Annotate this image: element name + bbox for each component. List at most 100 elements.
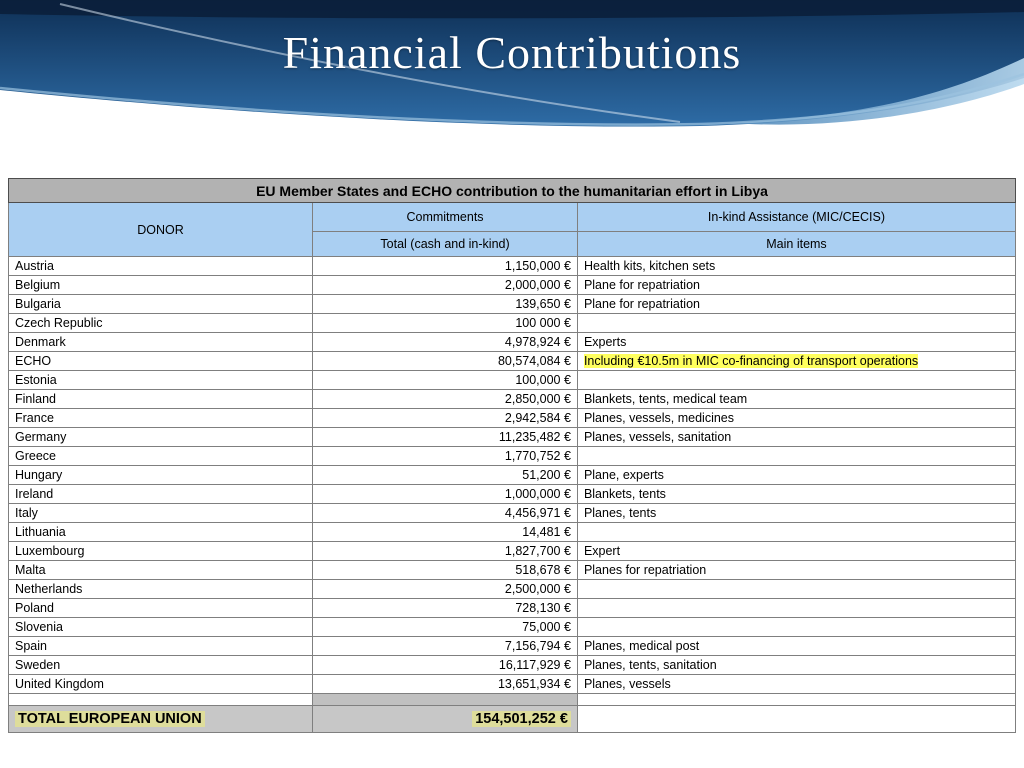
amount-cell: 1,150,000 € bbox=[312, 256, 578, 276]
amount-cell: 518,678 € bbox=[312, 560, 578, 580]
slide-header-band: Financial Contributions bbox=[0, 0, 1024, 170]
items-text: Planes, tents, sanitation bbox=[583, 658, 717, 672]
table-row: Lithuania 14,481 € bbox=[7, 522, 1017, 542]
donor-cell: Malta bbox=[7, 560, 314, 580]
items-cell bbox=[576, 522, 1017, 542]
items-cell: Experts bbox=[576, 332, 1017, 352]
donor-cell: Italy bbox=[7, 503, 314, 523]
donor-cell: Finland bbox=[7, 389, 314, 409]
inkind-subheader: Main items bbox=[576, 231, 1017, 257]
donor-cell: United Kingdom bbox=[7, 674, 314, 694]
amount-cell: 100,000 € bbox=[312, 370, 578, 390]
donor-cell: Spain bbox=[7, 636, 314, 656]
items-text: Planes, vessels, medicines bbox=[583, 411, 735, 425]
items-cell: Expert bbox=[576, 541, 1017, 561]
items-cell: Planes, tents, sanitation bbox=[576, 655, 1017, 675]
amount-cell: 4,456,971 € bbox=[312, 503, 578, 523]
slide-title: Financial Contributions bbox=[282, 27, 742, 78]
amount-cell: 1,770,752 € bbox=[312, 446, 578, 466]
donor-cell: Czech Republic bbox=[7, 313, 314, 333]
donor-cell: Estonia bbox=[7, 370, 314, 390]
donor-cell: Lithuania bbox=[7, 522, 314, 542]
items-text: Health kits, kitchen sets bbox=[583, 259, 716, 273]
commitments-column-header: Commitments bbox=[312, 202, 578, 232]
total-empty-cell bbox=[576, 705, 1017, 733]
total-value: 154,501,252 € bbox=[472, 711, 571, 727]
items-text: Expert bbox=[583, 544, 621, 558]
amount-cell: 2,850,000 € bbox=[312, 389, 578, 409]
items-text: Planes, medical post bbox=[583, 639, 700, 653]
amount-cell: 2,000,000 € bbox=[312, 275, 578, 295]
items-cell: Planes for repatriation bbox=[576, 560, 1017, 580]
items-cell bbox=[576, 313, 1017, 333]
table-row: Bulgaria 139,650 € Plane for repatriation bbox=[7, 294, 1017, 314]
total-label: TOTAL EUROPEAN UNION bbox=[15, 711, 205, 727]
table-row: Ireland 1,000,000 € Blankets, tents bbox=[7, 484, 1017, 504]
total-amount-cell: 154,501,252 € bbox=[312, 705, 578, 733]
donor-cell: Germany bbox=[7, 427, 314, 447]
table-row: Austria 1,150,000 € Health kits, kitchen s… bbox=[7, 256, 1017, 276]
total-row: TOTAL EUROPEAN UNION 154,501,252 € bbox=[7, 705, 1017, 733]
contribution-table-container: EU Member States and ECHO contribution t… bbox=[7, 178, 1017, 733]
donor-cell: France bbox=[7, 408, 314, 428]
table-row: Netherlands 2,500,000 € bbox=[7, 579, 1017, 599]
donor-cell: Belgium bbox=[7, 275, 314, 295]
items-text: Planes, vessels, sanitation bbox=[583, 430, 732, 444]
table-row: France 2,942,584 € Planes, vessels, medici… bbox=[7, 408, 1017, 428]
donor-column-header: DONOR bbox=[7, 202, 314, 257]
items-text: Blankets, tents bbox=[583, 487, 666, 501]
amount-cell: 139,650 € bbox=[312, 294, 578, 314]
table-row: Belgium 2,000,000 € Plane for repatriation bbox=[7, 275, 1017, 295]
items-text: Plane for repatriation bbox=[583, 278, 700, 292]
table-row: Germany 11,235,482 € Planes, vessels, sani… bbox=[7, 427, 1017, 447]
table-header-row-2: Total (cash and in-kind) Main items bbox=[9, 231, 1017, 257]
amount-cell: 16,117,929 € bbox=[312, 655, 578, 675]
items-text: Blankets, tents, medical team bbox=[583, 392, 748, 406]
items-cell: Planes, tents bbox=[576, 503, 1017, 523]
amount-cell: 75,000 € bbox=[312, 617, 578, 637]
table-row: Hungary 51,200 € Plane, experts bbox=[7, 465, 1017, 485]
items-cell bbox=[576, 579, 1017, 599]
table-row: Estonia 100,000 € bbox=[7, 370, 1017, 390]
donor-cell: Hungary bbox=[7, 465, 314, 485]
items-cell: Plane for repatriation bbox=[576, 275, 1017, 295]
donor-cell: Sweden bbox=[7, 655, 314, 675]
items-cell: Planes, vessels, sanitation bbox=[576, 427, 1017, 447]
table-row: Sweden 16,117,929 € Planes, tents, sanitat… bbox=[7, 655, 1017, 675]
table-row: Luxembourg 1,827,700 € Expert bbox=[7, 541, 1017, 561]
items-text: Planes, vessels bbox=[583, 677, 671, 691]
items-cell: Planes, vessels bbox=[576, 674, 1017, 694]
spacer-cell bbox=[7, 693, 314, 706]
items-cell bbox=[576, 617, 1017, 637]
commitments-subheader: Total (cash and in-kind) bbox=[312, 231, 578, 257]
items-text: Planes, tents bbox=[583, 506, 657, 520]
donor-cell: Bulgaria bbox=[7, 294, 314, 314]
table-row: United Kingdom 13,651,934 € Planes, vessel… bbox=[7, 674, 1017, 694]
header-swoosh-graphic bbox=[0, 0, 1024, 127]
total-label-cell: TOTAL EUROPEAN UNION bbox=[7, 705, 314, 733]
items-cell bbox=[576, 598, 1017, 618]
amount-cell: 11,235,482 € bbox=[312, 427, 578, 447]
amount-cell: 7,156,794 € bbox=[312, 636, 578, 656]
items-text: Plane for repatriation bbox=[583, 297, 700, 311]
items-cell: Planes, medical post bbox=[576, 636, 1017, 656]
items-cell bbox=[576, 446, 1017, 466]
spacer-row bbox=[7, 693, 1017, 706]
donor-cell: Ireland bbox=[7, 484, 314, 504]
donor-cell: Slovenia bbox=[7, 617, 314, 637]
amount-cell: 4,978,924 € bbox=[312, 332, 578, 352]
donor-cell: Netherlands bbox=[7, 579, 314, 599]
table-row: Italy 4,456,971 € Planes, tents bbox=[7, 503, 1017, 523]
table-body: EU Member States and ECHO contribution t… bbox=[7, 178, 1017, 733]
donor-cell: Greece bbox=[7, 446, 314, 466]
table-row: Poland 728,130 € bbox=[7, 598, 1017, 618]
inkind-column-header: In-kind Assistance (MIC/CECIS) bbox=[576, 202, 1017, 232]
donor-cell: Austria bbox=[7, 256, 314, 276]
table-header-row-1: DONOR Commitments In-kind Assistance (MI… bbox=[7, 202, 1017, 257]
table-row: Slovenia 75,000 € bbox=[7, 617, 1017, 637]
donor-cell: ECHO bbox=[7, 351, 314, 371]
amount-cell: 728,130 € bbox=[312, 598, 578, 618]
items-cell: Blankets, tents bbox=[576, 484, 1017, 504]
amount-cell: 13,651,934 € bbox=[312, 674, 578, 694]
items-cell bbox=[576, 370, 1017, 390]
